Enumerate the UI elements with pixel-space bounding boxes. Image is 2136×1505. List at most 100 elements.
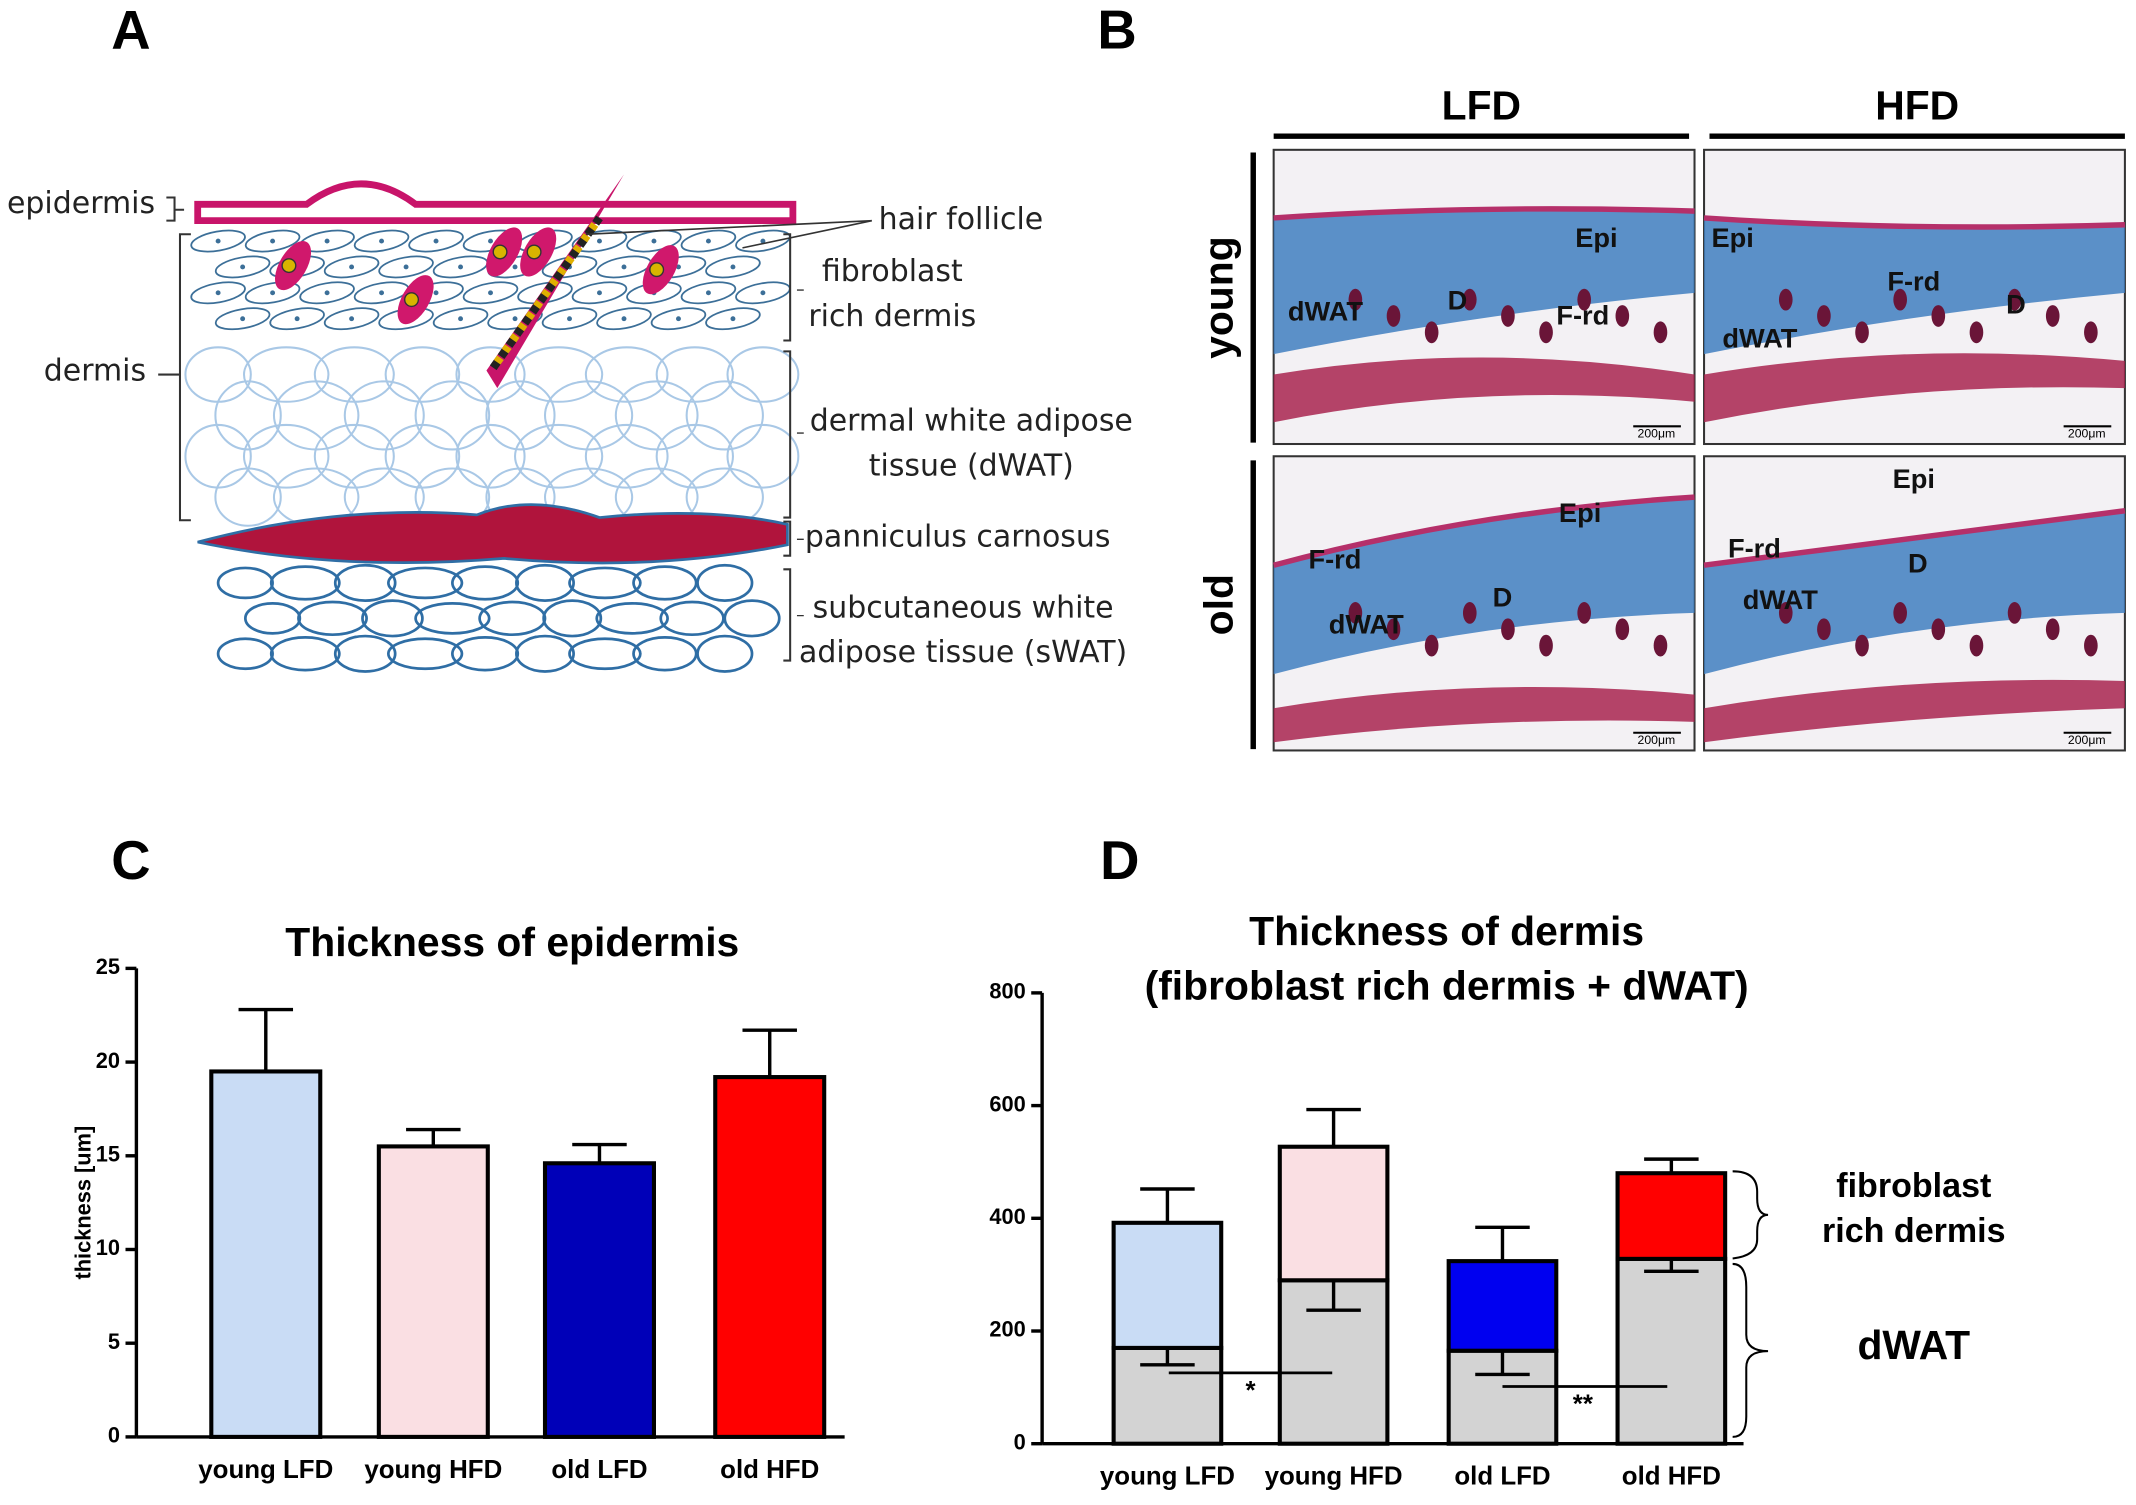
x-tick-label: old LFD [551, 1456, 647, 1484]
fibroblast [190, 229, 246, 253]
histology-label: Epi [1711, 222, 1753, 253]
muscle-stain [1273, 686, 1695, 743]
swat-cell [659, 600, 725, 637]
adipocyte [214, 467, 282, 527]
fibroblast [269, 307, 325, 331]
histology-label: dWAT [1743, 584, 1818, 615]
x-tick-label: young HFD [1265, 1463, 1403, 1491]
y-tick-label: 200 [989, 1317, 1025, 1342]
follicle [1653, 634, 1668, 657]
dash-ticks [796, 289, 804, 617]
swat-cell [568, 637, 642, 671]
nucleus [488, 238, 493, 244]
follicle [1817, 618, 1831, 641]
swat-cell [269, 565, 341, 601]
x-tick-label: old HFD [720, 1456, 819, 1484]
follicle [1931, 618, 1946, 641]
nucleus [324, 290, 330, 296]
nucleus [379, 290, 385, 296]
swat-cell [297, 600, 368, 637]
follicle [1577, 288, 1592, 311]
nucleus [621, 264, 627, 270]
follicle [1348, 288, 1363, 311]
legend-text: fibroblast rich dermis [1822, 1167, 2006, 1251]
diagram-label: adipose tissue (sWAT) [799, 635, 1127, 670]
swat-cell [333, 634, 397, 673]
adipocyte [485, 380, 556, 451]
panniculus [197, 503, 789, 565]
follicle [2007, 602, 2022, 624]
y-axis-label: thickness [um] [70, 1126, 95, 1280]
follicle [1931, 305, 1946, 327]
adipocyte [384, 346, 461, 403]
histology-label: D [1908, 547, 1928, 578]
nucleus [621, 316, 627, 322]
nucleus [730, 264, 736, 270]
swat-cell [414, 602, 491, 635]
bar [209, 1069, 323, 1439]
significance-label: ** [1573, 1390, 1594, 1418]
adipocyte [584, 346, 669, 403]
row-label: old [1196, 574, 1242, 635]
x-tick-label: young LFD [198, 1456, 333, 1484]
follicle [1969, 321, 1984, 344]
nucleus [433, 238, 439, 244]
nucleus [512, 316, 518, 322]
gland-core [492, 244, 508, 260]
fibroblast [323, 255, 380, 279]
bracket [158, 233, 191, 522]
fibroblast [323, 307, 380, 331]
bar-segment [1615, 1256, 1728, 1446]
bar [713, 1075, 827, 1439]
nucleus [215, 238, 221, 244]
epidermis-stain [1272, 494, 1695, 568]
bar-segment [1446, 1259, 1559, 1353]
follicle [1539, 634, 1553, 657]
y-tick-label: 0 [108, 1423, 120, 1448]
follicle [2007, 288, 2022, 311]
epidermis-layer [194, 180, 797, 225]
swat-cell [216, 566, 274, 600]
follicle [1462, 602, 1477, 624]
adipocyte [614, 380, 699, 451]
series-bracket [1732, 1170, 1769, 1260]
significance-label: * [1245, 1377, 1256, 1405]
nucleus [760, 238, 766, 244]
scale-label: 200μm [1638, 427, 1676, 441]
fibroblast [299, 281, 355, 305]
histology-label: F-rd [1728, 532, 1781, 563]
swat-cell [696, 563, 754, 602]
fibroblast [214, 255, 271, 279]
nucleus [240, 316, 246, 322]
follicle [1893, 602, 1907, 624]
nucleus [512, 264, 518, 270]
panel-label: A [111, 0, 150, 60]
y-tick-label: 20 [96, 1048, 120, 1073]
nucleus [651, 238, 657, 244]
fibroblast [541, 307, 598, 331]
follicle [1855, 321, 1869, 344]
x-tick-label: old HFD [1622, 1463, 1721, 1491]
panel-label: D [1100, 830, 1139, 891]
fibroblast [680, 281, 737, 305]
y-tick-label: 600 [989, 1091, 1025, 1116]
epidermis-stain [1703, 508, 2126, 568]
nucleus [349, 316, 355, 322]
adipocyte [414, 380, 491, 451]
series-bracket [1732, 1262, 1769, 1438]
x-tick-label: young LFD [1100, 1463, 1235, 1491]
fibroblast [214, 307, 271, 331]
chart-title: Thickness of epidermis [285, 919, 739, 965]
adipocyte [685, 380, 764, 451]
chart-title: Thickness of dermis [1249, 908, 1644, 954]
adipocyte [584, 423, 669, 489]
follicle [1424, 321, 1439, 344]
adipocyte [514, 423, 604, 489]
swat-cell [723, 599, 781, 638]
panel-label: C [111, 830, 150, 891]
nucleus [349, 264, 355, 270]
follicle [1348, 602, 1363, 624]
y-tick-label: 800 [989, 979, 1025, 1004]
diagram-label: subcutaneous white [813, 590, 1114, 625]
